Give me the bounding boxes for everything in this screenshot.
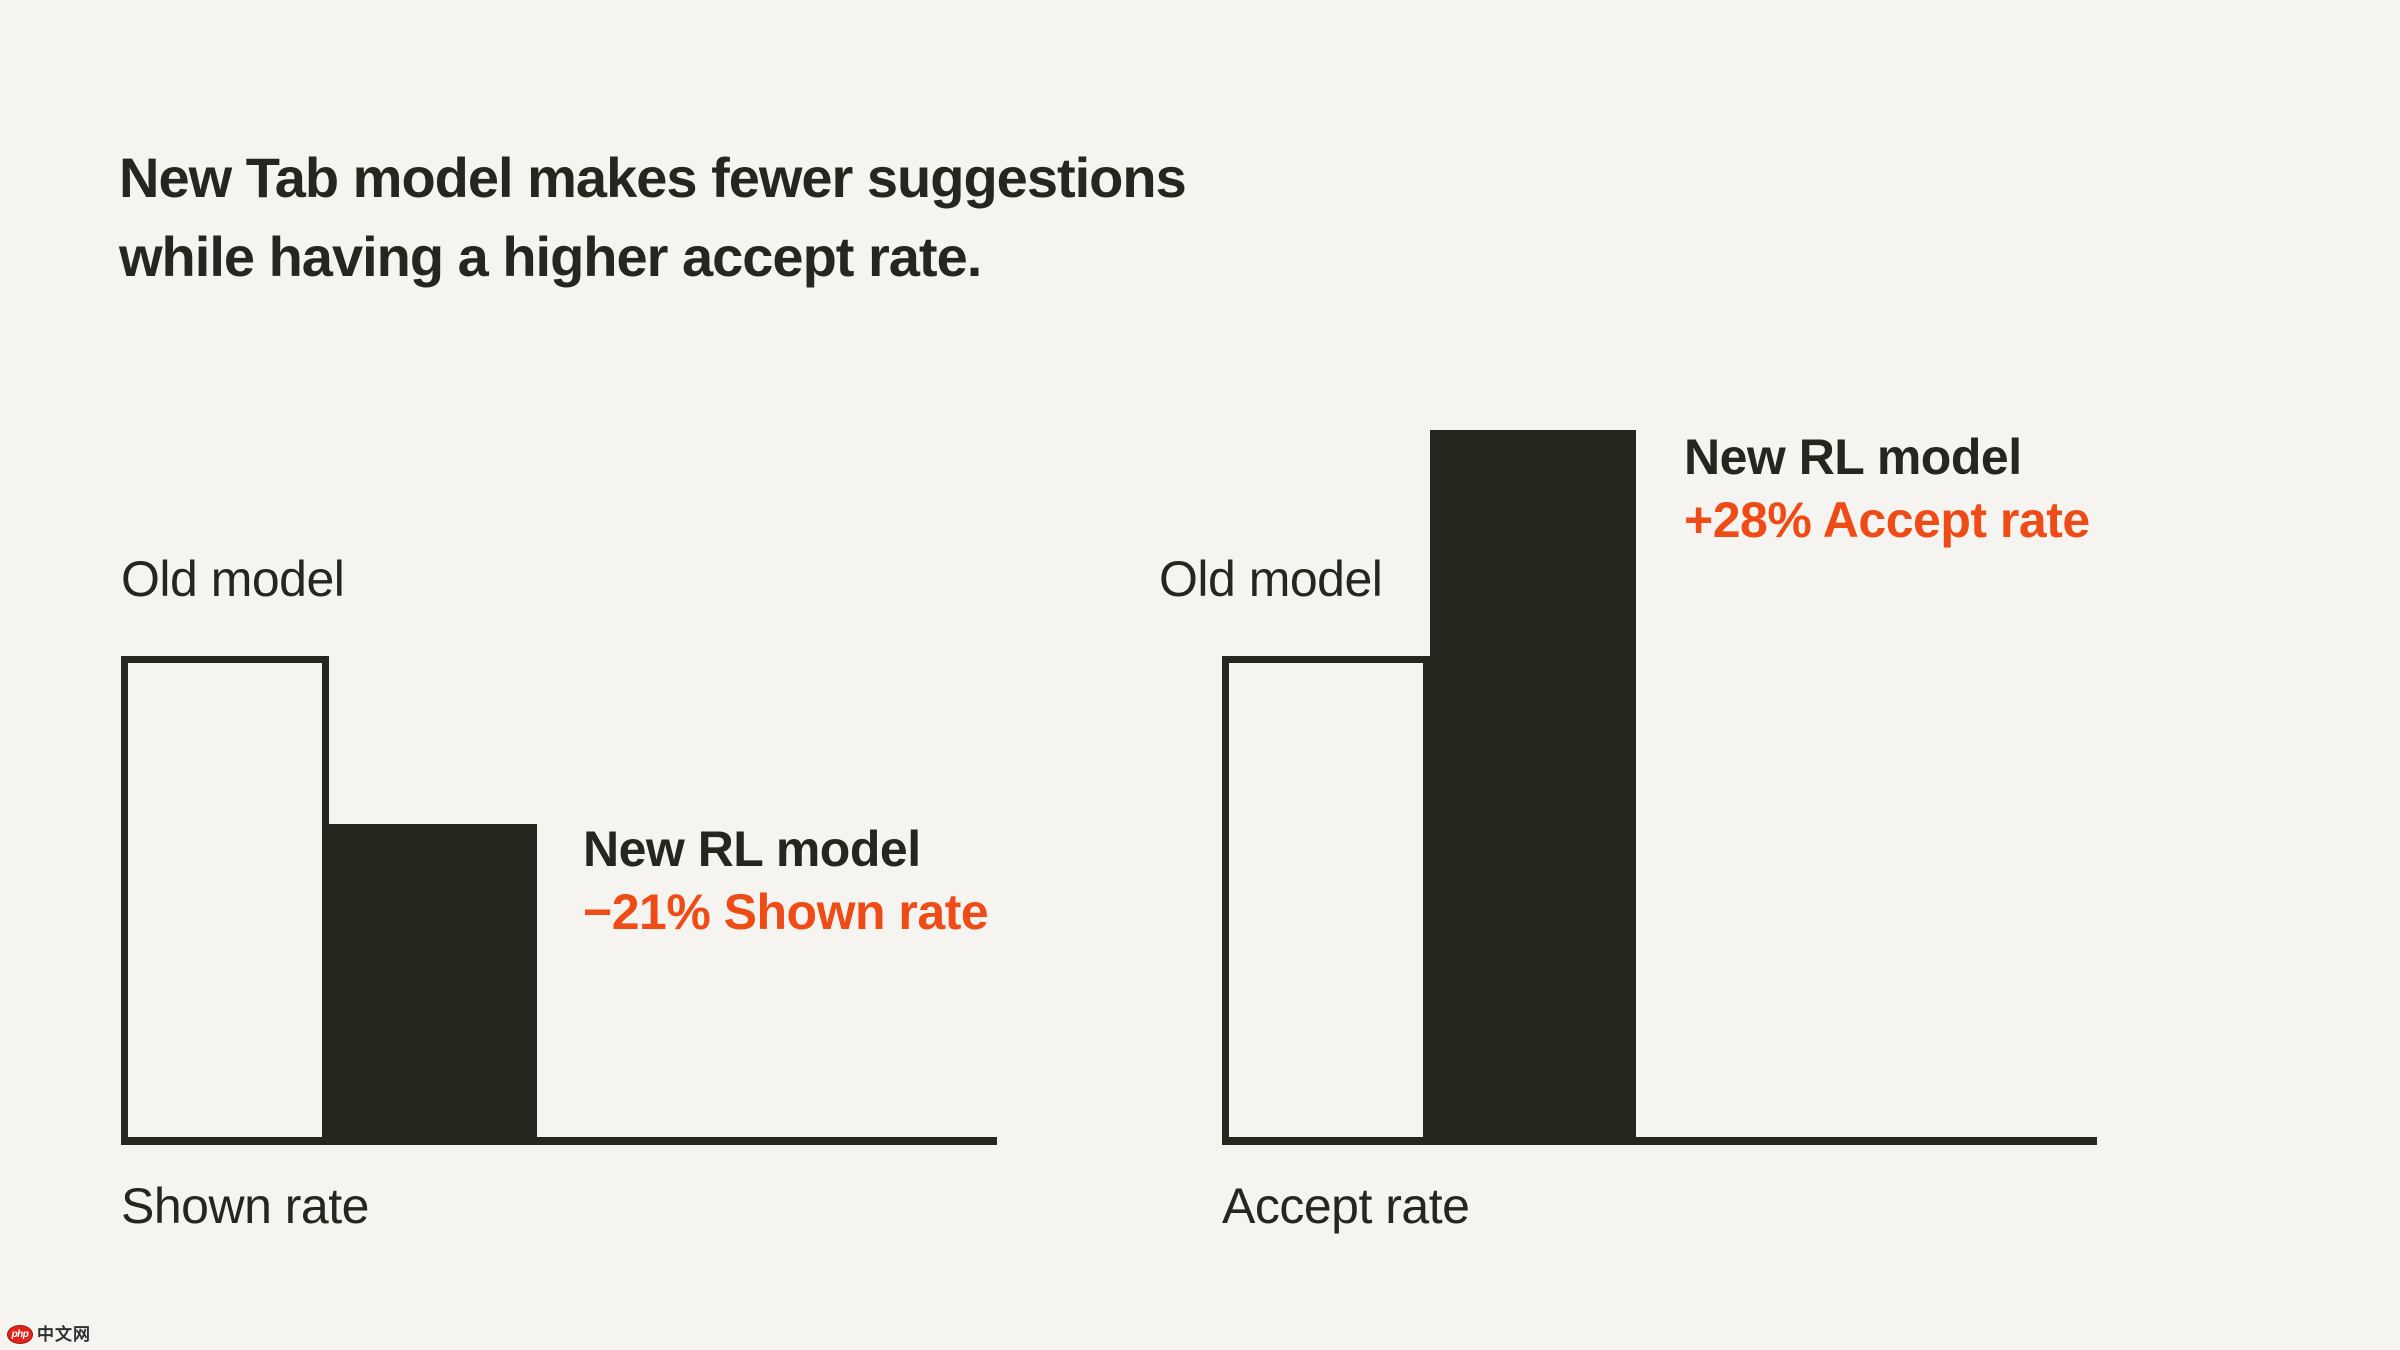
watermark-logo: php 中文网: [7, 1325, 91, 1344]
annotation-delta: −21% Shown rate: [583, 884, 989, 940]
new-model-annotation: New RL model +28% Accept rate: [1684, 426, 2090, 552]
new-rl-model-bar: [1430, 430, 1636, 1145]
metric-label: Accept rate: [1222, 1178, 1470, 1234]
metric-label: Shown rate: [121, 1178, 369, 1234]
watermark-site-name: 中文网: [37, 1325, 91, 1344]
x-axis-line: [121, 1137, 997, 1145]
page-title: New Tab model makes fewer suggestions wh…: [119, 138, 1187, 296]
annotation-delta: +28% Accept rate: [1684, 492, 2090, 548]
page-title-line1: New Tab model makes fewer suggestions: [119, 145, 1187, 209]
old-model-bar: [1222, 656, 1430, 1145]
new-model-annotation: New RL model −21% Shown rate: [583, 818, 989, 944]
new-rl-model-bar: [329, 824, 537, 1145]
old-model-bar: [121, 656, 329, 1145]
x-axis-line: [1222, 1137, 2097, 1145]
php-badge-icon: php: [7, 1325, 33, 1344]
old-model-label: Old model: [1159, 551, 1383, 607]
old-model-label: Old model: [121, 551, 345, 607]
page-title-line2: while having a higher accept rate.: [119, 224, 982, 288]
annotation-model-name: New RL model: [1684, 429, 2022, 485]
annotation-model-name: New RL model: [583, 821, 921, 877]
php-badge-text: php: [11, 1328, 29, 1340]
